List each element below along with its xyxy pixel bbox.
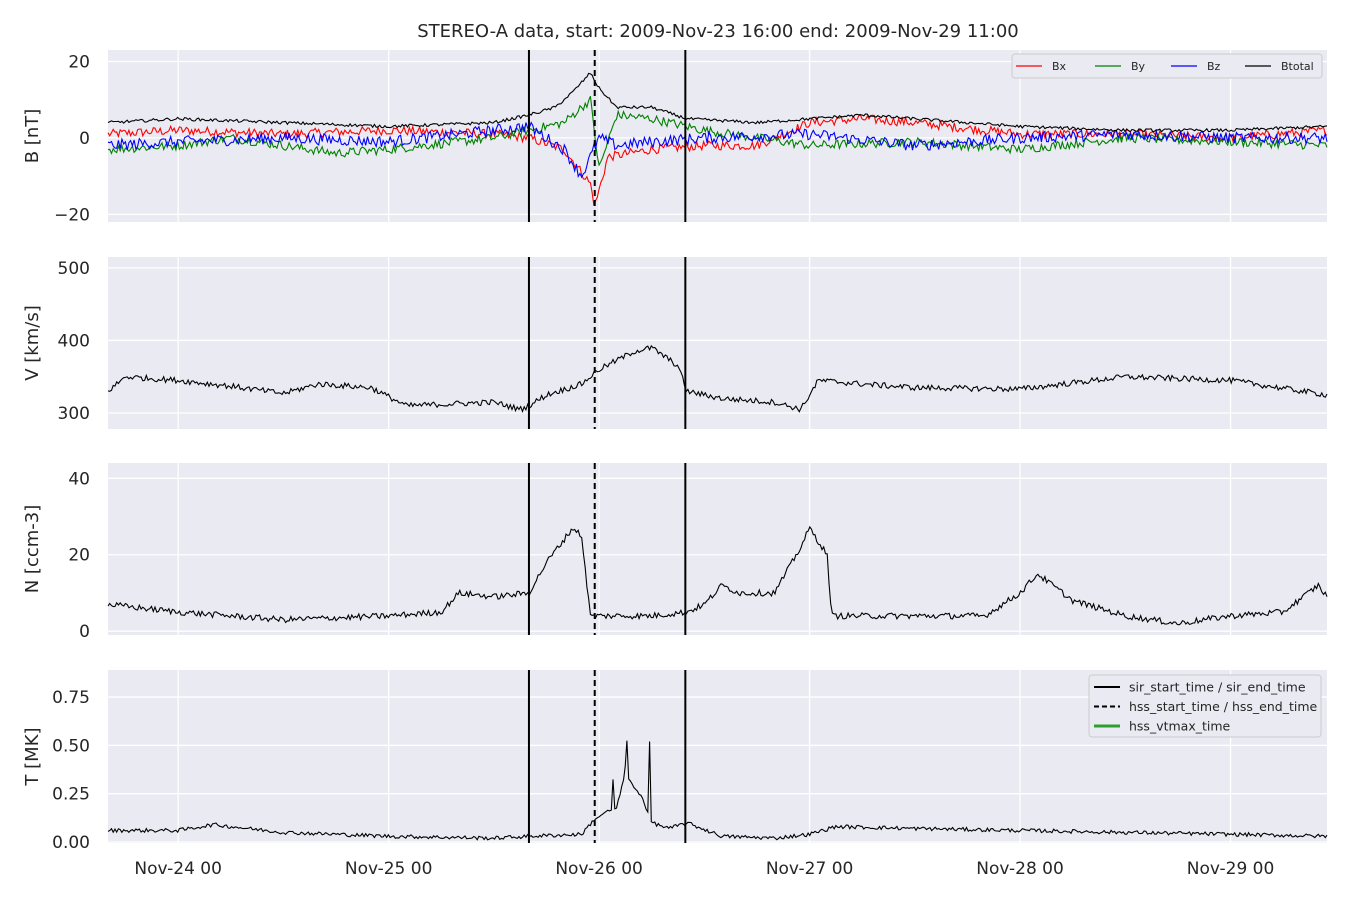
x-tick-label: Nov-29 00 [1187,859,1275,879]
series-N [107,525,1328,626]
y-tick-label: 0.75 [52,688,90,708]
legend: Bx By Bz Btotal [1011,53,1323,79]
series-Bz [107,121,1328,179]
panel-4: 0.75 0.50 0.25 0.00 T [MK] sir_start_time / s… [22,670,1328,853]
series-T [107,740,1328,841]
legend-label: By [1131,60,1146,73]
legend-label: sir_start_time / sir_end_time [1129,680,1306,695]
series-V [107,344,1328,413]
y-tick-label: 400 [58,331,90,351]
y-tick-label: 0.00 [52,833,90,853]
legend-label: hss_start_time / hss_end_time [1129,699,1318,714]
x-tick-label: Nov-25 00 [345,859,433,879]
y-tick-label: 500 [58,259,90,279]
y-tick-label: 0.50 [52,736,90,756]
chart-title: STEREO-A data, start: 2009-Nov-23 16:00 … [417,21,1018,42]
y-tick-label: 40 [68,469,90,489]
legend-label: Btotal [1281,60,1314,73]
x-tick-label: Nov-27 00 [766,859,854,879]
panel-background [108,257,1327,429]
legend-frame [1088,674,1322,738]
legend-label: Bz [1207,60,1221,73]
y-tick-label: 0.25 [52,785,90,805]
y-axis-label: N [ccm-3] [22,505,43,594]
y-tick-label: −20 [54,205,90,225]
panel-background [108,463,1327,635]
x-tick-label: Nov-28 00 [976,859,1064,879]
series-Btotal [107,72,1328,133]
y-axis-label: B [nT] [22,109,43,164]
y-tick-label: 0 [79,129,90,149]
y-tick-label: 0 [79,622,90,642]
x-tick-label: Nov-26 00 [555,859,643,879]
legend: sir_start_time / sir_end_time hss_start_t… [1088,674,1322,738]
panel-2: 500 400 300 V [km/s] [22,257,1328,429]
panel-1: 20 0 −20 B [nT] Bx By Bz Btotal [22,50,1328,225]
x-tick-label: Nov-24 00 [134,859,222,879]
y-tick-label: 20 [68,52,90,72]
y-tick-label: 20 [68,546,90,566]
y-axis-label: V [km/s] [22,305,43,380]
legend-frame [1011,53,1323,79]
legend-label: hss_vtmax_time [1129,719,1231,734]
y-axis-label: T [MK] [22,727,43,786]
panel-3: 40 20 0 N [ccm-3] [22,463,1328,642]
legend-label: Bx [1052,60,1067,73]
y-tick-label: 300 [58,404,90,424]
